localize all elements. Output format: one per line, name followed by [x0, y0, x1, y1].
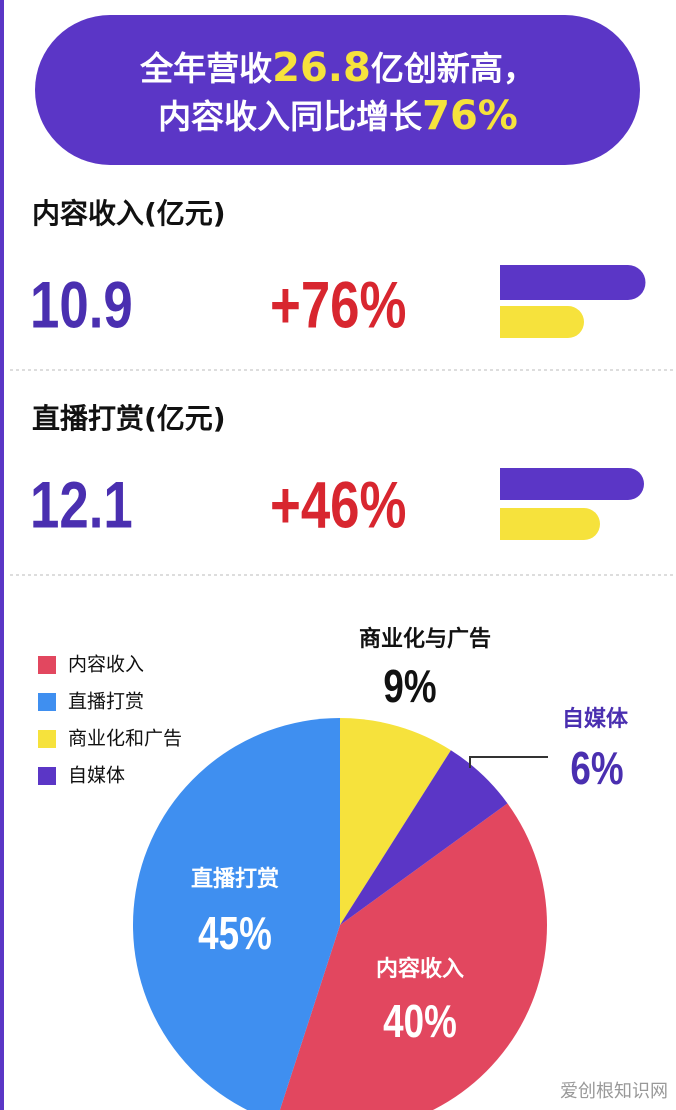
legend-label: 内容收入 — [68, 654, 144, 676]
legend-swatch — [38, 767, 56, 785]
slice-label: 自媒体 — [562, 706, 629, 732]
slice-value: 9% — [383, 660, 436, 712]
legend-swatch — [38, 730, 56, 748]
legend-swatch — [38, 656, 56, 674]
slice-value: 40% — [383, 995, 457, 1047]
decor-bar — [500, 265, 646, 300]
slice-label: 直播打赏 — [191, 866, 279, 892]
pie-chart — [133, 718, 548, 1110]
header-highlight: 76% — [422, 93, 518, 139]
stat-label: 直播打赏(亿元) — [32, 402, 226, 435]
stat-growth: +76% — [270, 268, 406, 342]
pie-slice — [340, 750, 508, 925]
slice-label: 内容收入 — [376, 956, 464, 982]
stat-label: 内容收入(亿元) — [32, 197, 226, 230]
slice-value: 6% — [570, 742, 623, 794]
header-line: 内容收入同比增长76% — [158, 93, 518, 139]
header-banner — [35, 15, 640, 165]
slice-label: 商业化与广告 — [359, 626, 491, 652]
pie-slice — [133, 718, 340, 1110]
decor-bar — [500, 508, 600, 540]
stat-growth: +46% — [270, 468, 406, 542]
stat-value: 10.9 — [30, 268, 133, 342]
header-text: 全年营收 — [139, 49, 272, 88]
watermark: 爱创根知识网 — [560, 1081, 668, 1102]
legend-label: 商业化和广告 — [68, 728, 182, 750]
legend-swatch — [38, 693, 56, 711]
decor-bar — [500, 468, 644, 500]
legend-label: 直播打赏 — [68, 691, 144, 713]
stat-value: 12.1 — [30, 468, 133, 542]
header-text: 内容收入同比增长 — [158, 97, 422, 136]
pie-slice — [340, 718, 451, 925]
header-text: 亿创新高， — [371, 49, 536, 88]
header-line: 全年营收26.8亿创新高， — [139, 45, 536, 91]
slice-value: 45% — [198, 907, 272, 959]
decor-bar — [500, 306, 584, 338]
side-strip — [0, 0, 4, 1110]
pie-slice — [279, 803, 548, 1110]
legend-label: 自媒体 — [68, 765, 125, 787]
header-highlight: 26.8 — [272, 45, 371, 91]
leader-line — [469, 756, 548, 768]
